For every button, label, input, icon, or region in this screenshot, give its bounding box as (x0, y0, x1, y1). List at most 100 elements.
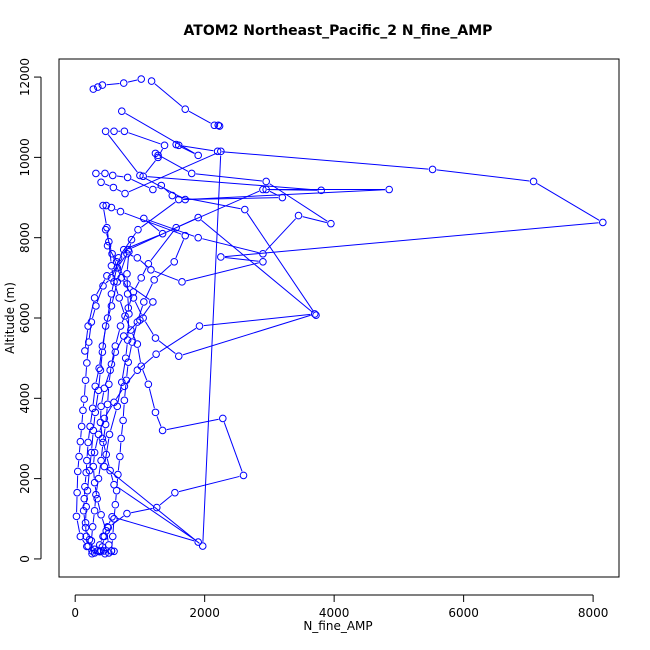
data-point (120, 396, 129, 405)
series-segment (125, 112, 195, 154)
data-point (154, 153, 162, 162)
data-point (218, 414, 227, 423)
data-point (150, 276, 158, 284)
series-segment (195, 173, 263, 182)
data-point (111, 500, 120, 509)
data-point (72, 512, 81, 521)
series-segment (93, 470, 95, 479)
data-point (134, 225, 142, 234)
data-point (89, 462, 98, 471)
data-point (262, 177, 270, 186)
series-segment (132, 333, 137, 341)
data-point (119, 79, 128, 87)
data-point (120, 127, 129, 136)
series-segment (202, 155, 222, 542)
data-point (133, 366, 142, 375)
data-point (133, 340, 142, 348)
series-segment (110, 410, 117, 431)
series-segment (536, 183, 600, 221)
data-point (116, 207, 125, 216)
data-point (259, 257, 267, 266)
series-segment (142, 267, 147, 275)
data-point (92, 302, 100, 310)
series-7 (81, 169, 320, 558)
data-point (144, 259, 153, 268)
series-segment (105, 530, 107, 533)
data-point (83, 456, 91, 465)
data-point (151, 408, 160, 417)
series-segment (158, 154, 189, 172)
data-point (144, 380, 153, 389)
data-point (87, 448, 96, 457)
data-point (259, 249, 267, 258)
data-point (121, 189, 129, 198)
series-segment (159, 148, 163, 154)
data-point (110, 547, 118, 556)
series-segment (106, 82, 120, 86)
data-point (171, 488, 179, 497)
data-point (194, 151, 202, 160)
data-point (97, 402, 105, 411)
data-point (241, 205, 249, 214)
data-point (97, 178, 105, 187)
data-point (102, 201, 111, 210)
data-point (109, 183, 118, 192)
series-segment (107, 297, 112, 314)
data-point (92, 169, 100, 178)
series-segment (120, 301, 125, 313)
y-tick-label: 8000 (18, 222, 32, 253)
series-segment (115, 208, 117, 211)
series-segment (92, 309, 96, 319)
data-point (113, 278, 122, 286)
series-6 (87, 127, 393, 555)
x-tick-label: 0 (71, 606, 79, 620)
data-point (110, 398, 118, 407)
data-point (87, 318, 96, 326)
data-point (123, 280, 131, 288)
data-point (83, 359, 91, 367)
data-point (81, 376, 90, 385)
data-point (80, 395, 89, 403)
series-segment (178, 475, 240, 493)
data-point (84, 438, 92, 447)
series-segment (128, 346, 132, 359)
data-point (108, 532, 117, 541)
series-segment (99, 422, 104, 431)
data-point (529, 177, 538, 186)
series-segment (114, 285, 119, 295)
y-tick-label: 4000 (18, 383, 32, 414)
data-point (174, 141, 183, 150)
data-point (152, 503, 161, 512)
data-point (112, 257, 121, 266)
data-point (168, 191, 177, 200)
data-point (149, 185, 157, 194)
series-segment (84, 384, 86, 395)
data-point (90, 478, 99, 487)
data-point (151, 334, 160, 342)
series-segment (109, 249, 115, 259)
y-tick-label: 12000 (18, 58, 32, 96)
data-point (152, 350, 160, 358)
data-point (105, 430, 114, 439)
data-point (103, 400, 112, 409)
series-segment (76, 520, 81, 533)
data-point (136, 171, 144, 180)
data-point (99, 201, 107, 210)
series-segment (110, 474, 114, 481)
series-segment (107, 388, 110, 401)
series-segment (436, 169, 530, 182)
plot-frame (58, 58, 620, 578)
series-segment (145, 160, 156, 174)
data-point (123, 509, 131, 518)
series-segment (94, 486, 98, 495)
data-point (121, 312, 129, 320)
series-segment (154, 270, 179, 281)
data-point (108, 249, 116, 258)
x-axis-label: N_fine_AMP (303, 619, 372, 633)
data-point (81, 347, 89, 355)
data-point (158, 229, 167, 238)
series-segment (141, 201, 176, 228)
series-segment (159, 494, 172, 506)
chart-title: ATOM2 Northeast_Pacific_2 N_fine_AMP (184, 23, 493, 39)
series-segment (126, 322, 138, 334)
